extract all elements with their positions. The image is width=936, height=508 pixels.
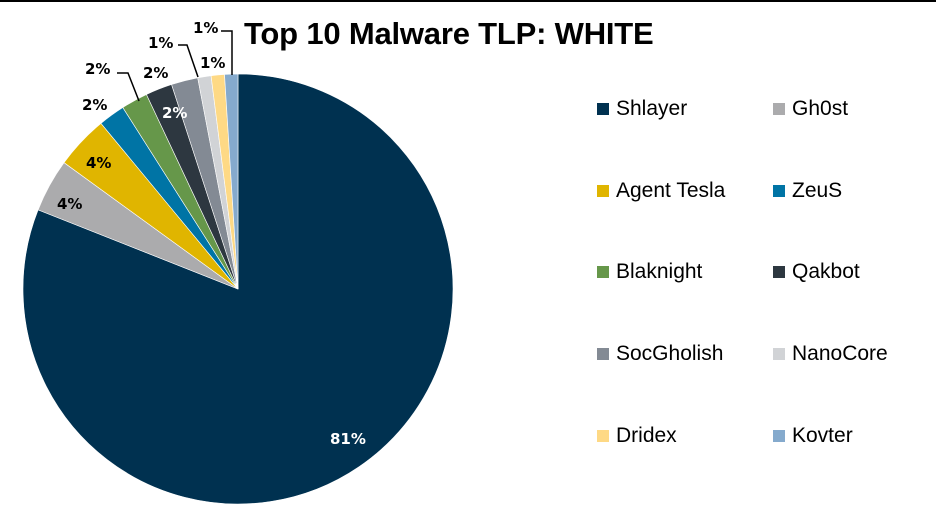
- data-label-nanocore: 1%: [148, 34, 173, 52]
- legend-swatch: [773, 348, 785, 360]
- legend-label: Blaknight: [616, 260, 703, 283]
- legend-item-gh0st[interactable]: Gh0st: [773, 97, 848, 121]
- legend-swatch: [597, 185, 609, 197]
- legend-label: SocGholish: [616, 342, 724, 365]
- chart-title: Top 10 Malware TLP: WHITE: [244, 16, 654, 51]
- legend-item-shlayer[interactable]: Shlayer: [597, 97, 687, 121]
- leader-line-kovter: [221, 30, 233, 75]
- legend-swatch: [597, 348, 609, 360]
- leader-line-blaknight: [117, 72, 140, 102]
- leader-line-nanocore: [178, 44, 199, 78]
- legend-swatch: [773, 266, 785, 278]
- data-label-shlayer: 81%: [330, 430, 366, 448]
- pie-slices: [22, 73, 454, 505]
- top-border: [0, 0, 936, 2]
- legend-swatch: [773, 185, 785, 197]
- data-label-kovter: 1%: [193, 19, 218, 37]
- legend-swatch: [773, 430, 785, 442]
- legend-swatch: [597, 266, 609, 278]
- data-label-socgholish: 2%: [162, 104, 187, 122]
- legend-swatch: [597, 430, 609, 442]
- legend-item-socgholish[interactable]: SocGholish: [597, 342, 723, 366]
- legend-label: Dridex: [616, 424, 677, 447]
- data-labels: 81% 4% 4% 2% 2% 2% 2% 1% 1% 1%: [57, 19, 366, 448]
- data-label-qakbot: 2%: [143, 64, 168, 82]
- legend-label: ZeuS: [792, 179, 843, 202]
- legend-item-qakbot[interactable]: Qakbot: [773, 260, 860, 284]
- legend-label: NanoCore: [792, 342, 888, 365]
- leader-lines: [117, 30, 233, 102]
- data-label-gh0st: 4%: [57, 195, 82, 213]
- legend-item-dridex[interactable]: Dridex: [597, 424, 677, 448]
- data-label-blaknight: 2%: [85, 60, 110, 78]
- legend-item-kovter[interactable]: Kovter: [773, 424, 853, 448]
- legend-item-nanocore[interactable]: NanoCore: [773, 342, 888, 366]
- legend-label: Qakbot: [792, 260, 860, 283]
- data-label-zeus: 2%: [82, 96, 107, 114]
- legend-label: Gh0st: [792, 97, 849, 120]
- legend-label: Agent Tesla: [616, 179, 726, 202]
- legend-label: Shlayer: [616, 97, 688, 120]
- pie-slice-kovter[interactable]: [224, 73, 239, 290]
- data-label-agent-tesla: 4%: [86, 154, 111, 172]
- legend-swatch: [597, 103, 609, 115]
- legend-item-zeus[interactable]: ZeuS: [773, 179, 842, 203]
- data-label-dridex: 1%: [200, 54, 225, 72]
- legend-item-agent-tesla[interactable]: Agent Tesla: [597, 179, 725, 203]
- legend-item-blaknight[interactable]: Blaknight: [597, 260, 702, 284]
- legend-swatch: [773, 103, 785, 115]
- legend-label: Kovter: [792, 424, 853, 447]
